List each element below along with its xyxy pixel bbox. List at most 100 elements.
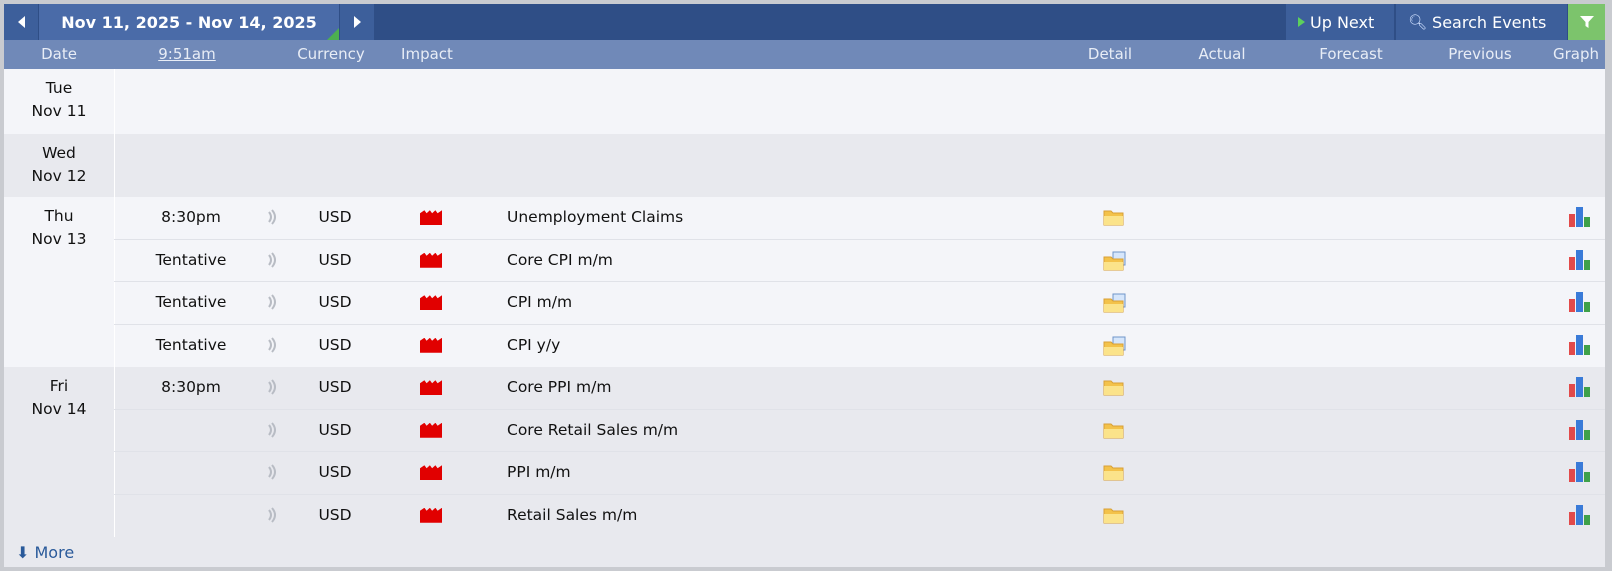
row-divider [114, 281, 1605, 282]
bar-graph-icon[interactable] [1568, 334, 1592, 360]
divider [114, 367, 115, 537]
event-row[interactable]: 8:30pm USD Core PPI m/m [4, 367, 1605, 410]
sound-icon[interactable] [267, 337, 277, 357]
event-currency: USD [318, 463, 352, 482]
col-forecast: Forecast [1319, 45, 1383, 63]
high-impact-icon [420, 507, 442, 523]
event-currency: USD [318, 293, 352, 312]
sound-icon[interactable] [267, 252, 277, 272]
event-currency: USD [318, 505, 352, 524]
sound-icon[interactable] [267, 209, 277, 229]
event-time: 8:30pm [161, 378, 221, 397]
folder-icon[interactable] [1103, 506, 1125, 528]
bar-graph-icon[interactable] [1568, 206, 1592, 232]
row-divider [114, 323, 1605, 325]
sound-icon[interactable] [267, 464, 277, 484]
download-arrow-icon: ⬇︎ [16, 543, 30, 562]
date: Nov 14 [31, 400, 87, 418]
triangle-right-icon [353, 16, 361, 28]
bar-graph-icon[interactable] [1568, 419, 1592, 445]
up-next-button[interactable]: Up Next [1286, 4, 1394, 40]
high-impact-icon [420, 210, 442, 226]
date-range-button[interactable]: Nov 11, 2025 - Nov 14, 2025 [39, 4, 339, 40]
bar-graph-icon[interactable] [1568, 504, 1592, 530]
current-time-link[interactable]: 9:51am [158, 45, 216, 63]
event-title[interactable]: Core PPI m/m [507, 378, 612, 397]
more-label: More [34, 543, 75, 562]
folder-document-icon[interactable] [1103, 293, 1127, 317]
event-row[interactable]: Tentative USD CPI m/m [4, 282, 1605, 325]
high-impact-icon [420, 252, 442, 268]
divider [114, 134, 115, 197]
event-title[interactable]: CPI m/m [507, 293, 573, 312]
bar-graph-icon[interactable] [1568, 461, 1592, 487]
weekday: Fri [49, 377, 69, 395]
next-week-button[interactable] [340, 4, 374, 40]
weekday: Wed [42, 144, 76, 162]
event-time: Tentative [155, 250, 227, 269]
triangle-left-icon [17, 16, 25, 28]
folder-icon[interactable] [1103, 208, 1125, 230]
date: Nov 13 [31, 230, 87, 248]
folder-icon[interactable] [1103, 378, 1125, 400]
bar-graph-icon[interactable] [1568, 376, 1592, 402]
event-title[interactable]: Retail Sales m/m [507, 505, 638, 524]
folder-document-icon[interactable] [1103, 251, 1127, 275]
high-impact-icon [420, 380, 442, 396]
sound-icon[interactable] [267, 507, 277, 527]
day-group: Tue Nov 11 [4, 69, 1605, 134]
col-graph: Graph [1552, 45, 1600, 63]
row-divider [114, 408, 1605, 410]
high-impact-icon [420, 422, 442, 438]
col-currency: Currency [297, 45, 365, 63]
weekday: Tue [45, 79, 73, 97]
divider [114, 197, 115, 367]
bar-graph-icon[interactable] [1568, 291, 1592, 317]
event-title[interactable]: Core CPI m/m [507, 250, 613, 269]
col-previous: Previous [1448, 45, 1512, 63]
event-currency: USD [318, 208, 352, 227]
weekday: Thu [44, 207, 74, 225]
folder-icon[interactable] [1103, 463, 1125, 485]
event-row[interactable]: Tentative USD CPI y/y [4, 325, 1605, 368]
event-title[interactable]: Core Retail Sales m/m [507, 420, 679, 439]
col-detail: Detail [1087, 45, 1133, 63]
day-label: Fri Nov 14 [4, 375, 114, 421]
date-range-label: Nov 11, 2025 - Nov 14, 2025 [61, 12, 317, 32]
event-row[interactable]: USD PPI m/m [4, 452, 1605, 495]
toolbar: Nov 11, 2025 - Nov 14, 2025 Up Next 🔍︎ Se… [4, 4, 1605, 40]
sound-icon[interactable] [267, 379, 277, 399]
corner-indicator [327, 28, 339, 40]
folder-icon[interactable] [1103, 421, 1125, 443]
column-headers: Date 9:51am Currency Impact Detail Actua… [4, 40, 1605, 69]
event-currency: USD [318, 420, 352, 439]
sound-icon[interactable] [267, 422, 277, 442]
day-label: Tue Nov 11 [4, 77, 114, 123]
date: Nov 12 [31, 167, 87, 185]
search-events-button[interactable]: 🔍︎ Search Events [1395, 4, 1567, 40]
event-row[interactable]: USD Retail Sales m/m [4, 495, 1605, 538]
day-label: Thu Nov 13 [4, 205, 114, 251]
event-row[interactable]: USD Core Retail Sales m/m [4, 410, 1605, 452]
event-row[interactable]: 8:30pm USD Unemployment Claims [4, 197, 1605, 240]
event-row[interactable]: Tentative USD Core CPI m/m [4, 240, 1605, 282]
bar-graph-icon[interactable] [1568, 249, 1592, 275]
up-next-label: Up Next [1310, 12, 1375, 32]
event-title[interactable]: PPI m/m [507, 463, 571, 482]
row-divider [114, 451, 1605, 452]
row-divider [114, 493, 1605, 495]
event-title[interactable]: Unemployment Claims [507, 208, 684, 227]
more-link[interactable]: ⬇︎ More [4, 537, 1605, 567]
day-label: Wed Nov 12 [4, 142, 114, 188]
col-date: Date [41, 45, 77, 63]
high-impact-icon [420, 295, 442, 311]
prev-week-button[interactable] [4, 4, 38, 40]
filter-button[interactable] [1568, 4, 1605, 40]
folder-document-icon[interactable] [1103, 336, 1127, 360]
row-divider [114, 238, 1605, 240]
event-time: Tentative [155, 293, 227, 312]
funnel-icon [1579, 16, 1594, 28]
sound-icon[interactable] [267, 294, 277, 314]
event-title[interactable]: CPI y/y [507, 335, 561, 354]
day-group: Thu Nov 13 8:30pm USD Unemployment Claims … [4, 197, 1605, 367]
